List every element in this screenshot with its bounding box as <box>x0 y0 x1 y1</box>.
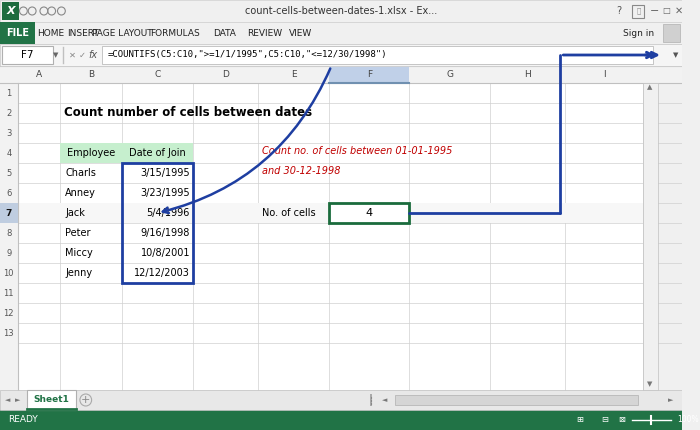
Text: Sign in: Sign in <box>623 28 654 37</box>
Text: 12: 12 <box>4 308 14 317</box>
Text: FILE: FILE <box>6 28 29 38</box>
FancyBboxPatch shape <box>0 0 682 22</box>
Text: H: H <box>524 70 531 79</box>
Text: Jenny: Jenny <box>65 268 92 278</box>
Text: Peter: Peter <box>65 228 91 238</box>
Text: 2: 2 <box>6 108 11 117</box>
Text: ◄: ◄ <box>5 397 10 403</box>
FancyBboxPatch shape <box>0 22 682 44</box>
Text: DATA: DATA <box>213 28 236 37</box>
Text: I: I <box>603 70 606 79</box>
Text: +: + <box>81 395 90 405</box>
Text: D: D <box>222 70 229 79</box>
FancyBboxPatch shape <box>2 46 52 64</box>
Text: E: E <box>291 70 297 79</box>
Text: and 30-12-1998: and 30-12-1998 <box>262 166 341 176</box>
Text: ►: ► <box>15 397 20 403</box>
Text: 3/23/1995: 3/23/1995 <box>141 188 190 198</box>
Text: ⬜: ⬜ <box>636 8 641 14</box>
Text: 11: 11 <box>4 289 14 298</box>
Text: Count number of cells between dates: Count number of cells between dates <box>64 107 312 120</box>
Text: ✕: ✕ <box>69 50 76 59</box>
Text: 3/15/1995: 3/15/1995 <box>141 168 190 178</box>
Text: ▼: ▼ <box>53 52 58 58</box>
FancyBboxPatch shape <box>0 203 18 223</box>
Text: READY: READY <box>8 415 38 424</box>
FancyBboxPatch shape <box>60 143 193 163</box>
Text: 1: 1 <box>6 89 11 98</box>
Text: Sheet1: Sheet1 <box>34 394 69 403</box>
Text: REVIEW: REVIEW <box>248 28 283 37</box>
Text: VIEW: VIEW <box>288 28 312 37</box>
Text: 4: 4 <box>366 208 373 218</box>
FancyBboxPatch shape <box>643 83 658 390</box>
Text: HOME: HOME <box>37 28 64 37</box>
FancyBboxPatch shape <box>0 22 35 44</box>
Text: ▼: ▼ <box>648 381 653 387</box>
Text: 7: 7 <box>6 209 12 218</box>
Text: INSERT: INSERT <box>67 28 99 37</box>
Text: Anney: Anney <box>65 188 96 198</box>
Text: ⊞: ⊞ <box>576 415 583 424</box>
Text: □: □ <box>663 6 671 15</box>
FancyBboxPatch shape <box>663 24 680 42</box>
FancyBboxPatch shape <box>0 410 682 430</box>
Text: ◄: ◄ <box>382 397 388 403</box>
Text: ►: ► <box>668 397 673 403</box>
FancyBboxPatch shape <box>330 66 410 83</box>
Text: 10: 10 <box>4 268 14 277</box>
Text: A: A <box>36 70 42 79</box>
Text: FORMULAS: FORMULAS <box>150 28 200 37</box>
Text: F: F <box>367 70 372 79</box>
Text: ✓: ✓ <box>78 50 85 59</box>
Text: 9/16/1998: 9/16/1998 <box>141 228 190 238</box>
Text: C: C <box>154 70 160 79</box>
Text: ⊟: ⊟ <box>601 415 608 424</box>
Text: count-cells-between-dates-1.xlsx - Ex...: count-cells-between-dates-1.xlsx - Ex... <box>245 6 438 16</box>
Text: 10/8/2001: 10/8/2001 <box>141 248 190 258</box>
Text: Date of Join: Date of Join <box>129 148 186 158</box>
FancyBboxPatch shape <box>0 66 682 83</box>
Text: −: − <box>650 6 659 16</box>
Text: Employee: Employee <box>67 148 116 158</box>
Text: 8: 8 <box>6 228 11 237</box>
Text: Jack: Jack <box>65 208 85 218</box>
Text: fx: fx <box>88 50 97 60</box>
FancyBboxPatch shape <box>18 203 643 223</box>
Text: 4: 4 <box>6 148 11 157</box>
FancyBboxPatch shape <box>330 203 410 223</box>
FancyBboxPatch shape <box>18 83 643 390</box>
FancyBboxPatch shape <box>2 2 20 20</box>
Text: No. of cells: No. of cells <box>262 208 316 218</box>
Text: 9: 9 <box>6 249 11 258</box>
Text: 5/4/1996: 5/4/1996 <box>147 208 190 218</box>
Text: 100%: 100% <box>678 415 699 424</box>
Text: 5: 5 <box>6 169 11 178</box>
FancyBboxPatch shape <box>27 390 76 410</box>
Text: X: X <box>6 6 15 16</box>
Text: 13: 13 <box>4 329 14 338</box>
Text: Miccy: Miccy <box>65 248 93 258</box>
Text: B: B <box>88 70 95 79</box>
Text: ▼: ▼ <box>673 52 678 58</box>
FancyBboxPatch shape <box>370 394 372 406</box>
Text: Charls: Charls <box>65 168 96 178</box>
FancyBboxPatch shape <box>0 390 682 410</box>
Text: =COUNTIFS(C5:C10,">=1/1/1995",C5:C10,"<=12/30/1998"): =COUNTIFS(C5:C10,">=1/1/1995",C5:C10,"<=… <box>107 50 386 59</box>
Text: PAGE LAYOUT: PAGE LAYOUT <box>92 28 152 37</box>
Text: 3: 3 <box>6 129 11 138</box>
Text: ✕: ✕ <box>674 6 682 16</box>
Text: ⊠: ⊠ <box>618 415 625 424</box>
FancyBboxPatch shape <box>0 83 18 390</box>
Text: G: G <box>447 70 454 79</box>
Text: Count no. of cells between 01-01-1995: Count no. of cells between 01-01-1995 <box>262 146 453 156</box>
FancyBboxPatch shape <box>102 46 653 64</box>
Text: ?: ? <box>616 6 622 16</box>
FancyBboxPatch shape <box>395 395 638 405</box>
FancyBboxPatch shape <box>0 44 682 66</box>
Text: ▲: ▲ <box>648 84 653 90</box>
Text: F7: F7 <box>21 50 34 60</box>
Text: 12/12/2003: 12/12/2003 <box>134 268 190 278</box>
Text: 6: 6 <box>6 188 11 197</box>
